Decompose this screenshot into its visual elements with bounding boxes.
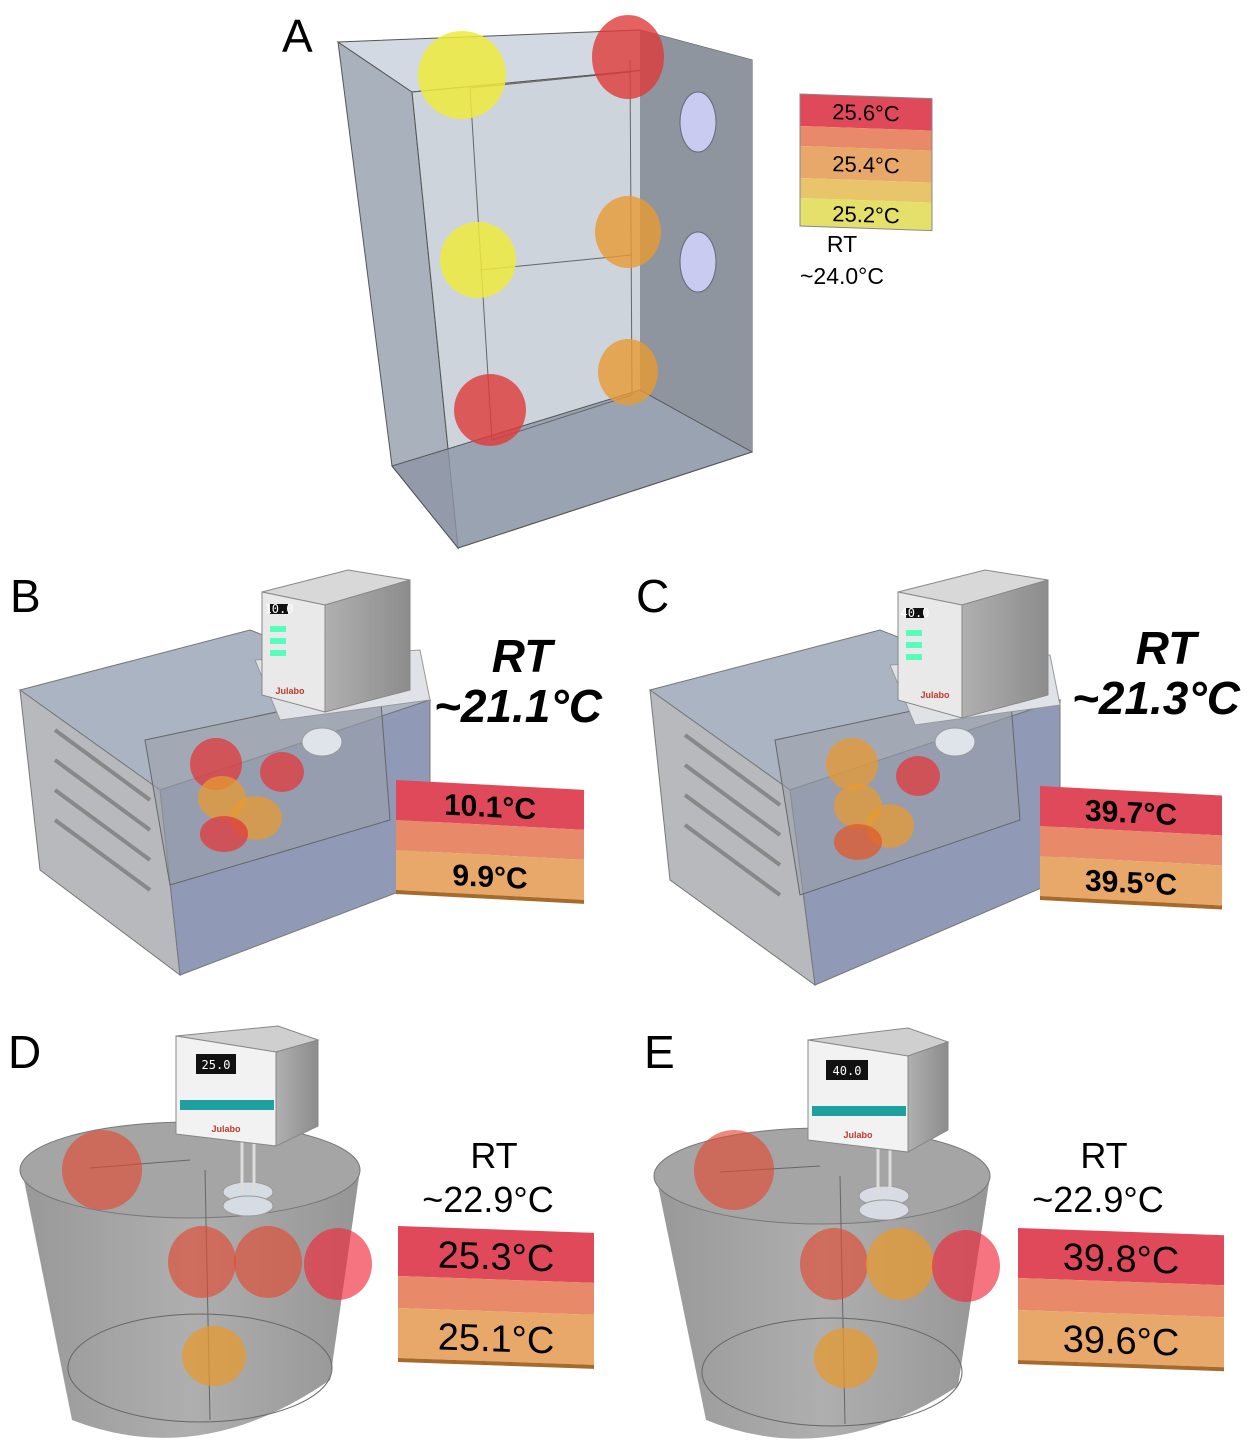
- sensor-spot-warm: [598, 339, 658, 405]
- sensor-spot-hot: [304, 1228, 372, 1300]
- sensor-spot-hot: [932, 1230, 1000, 1302]
- sensor-spot-hot: [168, 1226, 236, 1298]
- panel-c-rt-label: RT: [1136, 622, 1200, 674]
- panel-e-rt-label: RT: [1080, 1135, 1127, 1176]
- bucket-base: [67, 1313, 333, 1423]
- sensor-spot-hot: [896, 756, 940, 796]
- sensor-spot-hot: [234, 1226, 302, 1298]
- sensor-spot-hot: [592, 15, 664, 99]
- sensor-spot-warm: [826, 738, 878, 790]
- unit-display-value: 25.0: [202, 1058, 231, 1072]
- unit-button: [270, 650, 286, 656]
- panel-e-letter: E: [644, 1026, 675, 1078]
- unit-side: [275, 1039, 319, 1147]
- legend-high: 10.1°C: [444, 789, 536, 827]
- sensor-spot-hot: [200, 816, 248, 852]
- panel-a-letter: A: [282, 10, 313, 62]
- panel-e-rt-value: ~22.9°C: [1032, 1179, 1163, 1220]
- panel-c-legend: 39.7°C 39.5°C: [1040, 786, 1222, 910]
- circulator-coil: [301, 727, 343, 757]
- unit-display-value: 40.0: [901, 606, 930, 620]
- sensor-spot-hot: [834, 824, 882, 860]
- panel-e-sensor-spots: [694, 1130, 1000, 1388]
- unit-side: [907, 1041, 949, 1153]
- port-hole: [679, 91, 717, 153]
- panel-e-legend: 39.8°C 39.6°C: [1018, 1228, 1224, 1372]
- unit-brand: Julabo: [275, 686, 305, 696]
- unit-display: [270, 604, 288, 614]
- panel-a: A: [282, 10, 933, 550]
- enclosure-bottom-face: [391, 389, 754, 549]
- unit-side: [961, 579, 1049, 719]
- sensor-spot-hot: [454, 374, 526, 446]
- unit-display: [826, 1060, 868, 1080]
- unit-display: [906, 608, 924, 618]
- panel-a-sensor-spots: [418, 15, 664, 446]
- unit-brand: Julabo: [843, 1130, 873, 1140]
- unit-button: [906, 630, 922, 636]
- sensor-spot-cool: [418, 31, 506, 119]
- panel-b-letter: B: [10, 570, 41, 622]
- legend-mid: 25.4°C: [832, 151, 900, 178]
- panel-c-rt-value: ~21.3°C: [1072, 672, 1241, 724]
- sensor-spot-hot: [694, 1130, 774, 1210]
- panel-a-enclosure: [336, 29, 754, 550]
- panel-d-letter: D: [8, 1026, 41, 1078]
- sensor-spot-warm: [814, 1328, 878, 1388]
- unit-display-value: 10.0: [265, 602, 294, 616]
- legend-low: 9.9°C: [452, 859, 527, 896]
- sensor-spot-hot: [62, 1130, 142, 1210]
- panel-c: C 40.0 Julabo: [636, 569, 1241, 987]
- panel-a-legend: 25.6°C 25.4°C 25.2°C: [799, 93, 933, 232]
- unit-button: [906, 654, 922, 660]
- panel-b-legend: 10.1°C 9.9°C: [396, 780, 584, 904]
- unit-brand: Julabo: [920, 690, 950, 700]
- legend-low: 25.1°C: [438, 1316, 555, 1362]
- unit-control-strip: [812, 1106, 906, 1116]
- unit-brand: Julabo: [211, 1124, 241, 1134]
- port-hole: [679, 231, 717, 293]
- unit-control-strip: [180, 1100, 274, 1110]
- legend-high: 39.8°C: [1063, 1237, 1180, 1283]
- legend-high: 39.7°C: [1085, 794, 1177, 832]
- sensor-spot-warm: [182, 1326, 246, 1386]
- panel-d: D 25.0 Julabo RT ~22: [8, 1025, 594, 1438]
- legend-low: 39.6°C: [1063, 1319, 1180, 1365]
- legend-high: 25.6°C: [832, 99, 900, 126]
- panel-d-rt-value: ~22.9°C: [422, 1179, 553, 1220]
- panel-d-legend: 25.3°C 25.1°C: [398, 1226, 594, 1369]
- unit-display-value: 40.0: [833, 1064, 862, 1078]
- sensor-spot-hot: [800, 1228, 868, 1300]
- legend-high: 25.3°C: [438, 1234, 555, 1280]
- panel-c-letter: C: [636, 570, 669, 622]
- panel-d-rt-label: RT: [470, 1135, 517, 1176]
- panel-c-sensor-spots: [826, 738, 940, 860]
- panel-a-rt-label: RT: [827, 231, 857, 257]
- sensor-spot-cool: [440, 222, 516, 298]
- panel-b-rt-value: ~21.1°C: [434, 680, 603, 732]
- sensor-spot-warm: [866, 1228, 934, 1300]
- sensor-spot-hot: [260, 752, 304, 792]
- panel-b: B 10.0 Julabo: [10, 569, 603, 977]
- unit-display: [196, 1054, 236, 1074]
- panel-b-sensor-spots: [190, 738, 304, 852]
- panel-a-rt-value: ~24.0°C: [800, 263, 884, 289]
- unit-button: [270, 638, 286, 644]
- sensor-spot-warm: [595, 196, 661, 268]
- legend-low: 25.2°C: [832, 201, 900, 228]
- unit-button: [270, 626, 286, 632]
- panel-e: E 40.0 Julabo RT ~22.9°C: [644, 1026, 1224, 1439]
- unit-side: [324, 579, 411, 713]
- panel-b-rt-label: RT: [492, 630, 556, 682]
- panel-d-sensor-spots: [62, 1130, 372, 1386]
- circulator-coil: [934, 727, 976, 757]
- unit-button: [906, 642, 922, 648]
- legend-low: 39.5°C: [1085, 864, 1177, 902]
- bucket-base: [701, 1317, 963, 1427]
